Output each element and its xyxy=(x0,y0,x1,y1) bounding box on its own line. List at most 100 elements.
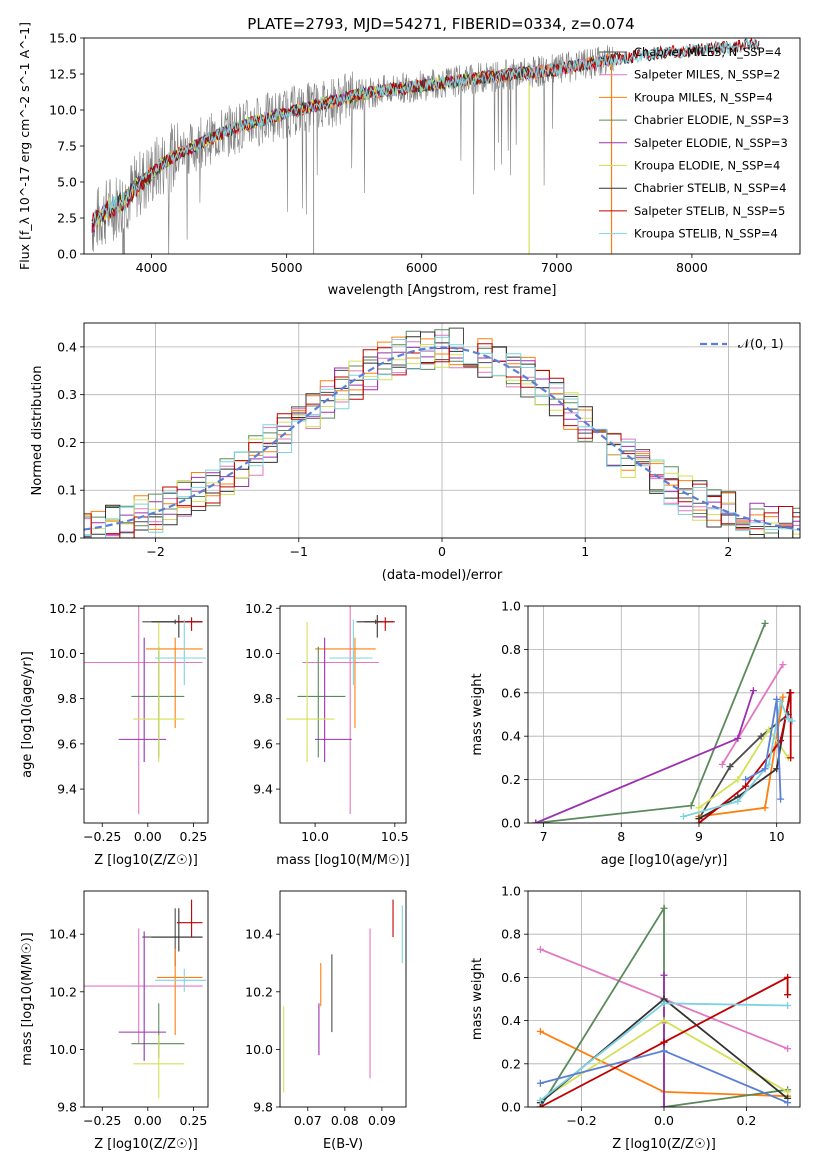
series-point xyxy=(536,1097,544,1105)
y-tick-label: 0.8 xyxy=(501,642,521,657)
series-point xyxy=(660,971,668,979)
series-point xyxy=(660,999,668,1007)
histogram-step xyxy=(84,336,800,538)
errorbar-group xyxy=(283,899,403,1093)
series-line xyxy=(698,713,789,820)
series-point xyxy=(734,797,742,805)
legend-label: Salpeter ELODIE, N_SSP=3 xyxy=(634,136,788,150)
x-axis-label: (data-model)/error xyxy=(382,568,503,583)
y-tick-label: 10.0 xyxy=(49,103,77,118)
x-tick-label: 9 xyxy=(695,829,703,844)
y-tick-label: 0.1 xyxy=(57,483,77,498)
series-point xyxy=(761,804,769,812)
y-tick-label: 0.2 xyxy=(501,1056,521,1071)
x-axis-label: Z [log10(Z/Z☉)] xyxy=(94,1137,198,1152)
y-tick-label: 0.0 xyxy=(57,531,77,546)
series-point xyxy=(784,1099,792,1107)
series-point xyxy=(660,1017,668,1025)
y-tick-label: 9.6 xyxy=(253,736,273,751)
axes-frame xyxy=(83,890,209,1108)
y-tick-label: 10.2 xyxy=(49,601,77,616)
axes-frame xyxy=(279,605,407,824)
histogram-step xyxy=(84,336,800,538)
series-point xyxy=(660,1047,668,1055)
x-axis-label: mass [log10(M/M☉)] xyxy=(276,853,409,868)
series-point xyxy=(695,819,703,823)
legend-label: Salpeter STELIB, N_SSP=5 xyxy=(634,204,785,218)
panel-age-vs-mass: 10.0 10.5 9.4 9.6 9.8 10.0 10.2 mass [log10(M/M… xyxy=(245,601,410,868)
y-tick-label: 0.6 xyxy=(501,685,521,700)
series-point xyxy=(784,1045,792,1053)
y-tick-label: 0.0 xyxy=(501,1100,521,1115)
y-tick-label: 0.4 xyxy=(57,339,77,354)
series-group xyxy=(532,619,796,823)
axes-frame xyxy=(83,37,801,255)
series-point xyxy=(536,1079,544,1087)
series-point xyxy=(787,689,795,697)
series-point xyxy=(742,782,750,790)
y-tick-label: 10.0 xyxy=(49,646,77,661)
y-tick-label: 7.5 xyxy=(57,139,77,154)
normal-distribution-curve xyxy=(84,346,800,531)
y-axis-label: mass weight xyxy=(470,958,485,1040)
series-group xyxy=(536,904,792,1107)
x-tick-label: 1 xyxy=(581,544,589,559)
series-line xyxy=(535,623,766,823)
errorbar-group xyxy=(84,899,207,1099)
x-tick-label: −0.2 xyxy=(566,1113,596,1128)
series-point xyxy=(757,732,765,740)
series-point xyxy=(777,795,785,803)
histogram-step xyxy=(84,343,800,538)
series-point xyxy=(660,904,668,912)
series-point xyxy=(532,819,540,823)
series-line xyxy=(721,664,784,765)
x-tick-label: 6000 xyxy=(406,260,438,275)
series-point xyxy=(679,812,687,820)
errorbar-group xyxy=(286,606,395,814)
series-point xyxy=(734,776,742,784)
x-tick-label: 4000 xyxy=(136,260,168,275)
x-axis-label: wavelength [Angstrom, rest frame] xyxy=(328,283,557,298)
y-tick-label: 15.0 xyxy=(49,31,77,46)
panel-age-vs-Z: −0.25 0.00 0.25 9.4 9.6 9.8 10.0 10.2 Z [log10(Z… xyxy=(20,601,209,868)
y-tick-label: 10.2 xyxy=(245,601,273,616)
series-line xyxy=(698,696,784,818)
x-tick-label: 0.25 xyxy=(179,1113,207,1128)
x-tick-label: 5000 xyxy=(271,260,303,275)
x-tick-label: 0 xyxy=(438,544,446,559)
y-tick-label: 0.2 xyxy=(501,772,521,787)
x-axis-label: E(B-V) xyxy=(323,1137,363,1152)
y-tick-label: 12.5 xyxy=(49,67,77,82)
y-tick-label: 0.2 xyxy=(57,435,77,450)
legend-label: Chabrier STELIB, N_SSP=4 xyxy=(634,181,786,195)
series-point xyxy=(742,776,750,784)
legend-label: Chabrier ELODIE, N_SSP=3 xyxy=(634,113,789,127)
legend-label: 𝒩(0, 1) xyxy=(738,336,784,351)
y-tick-label: 10.4 xyxy=(49,927,77,942)
axes-frame xyxy=(83,605,209,824)
panel-weight-vs-Z: −0.2 0.0 0.2 0.0 0.2 0.4 0.6 0.8 1.0 Z [log10(Z/Z… xyxy=(470,884,801,1152)
y-axis-label: mass [log10(M/M☉)] xyxy=(20,932,35,1065)
axes-frame xyxy=(527,605,801,824)
histogram-step xyxy=(84,344,800,538)
series-point xyxy=(773,695,781,703)
x-tick-label: 8000 xyxy=(676,260,708,275)
axes-frame xyxy=(83,322,801,539)
x-tick-label: 0.25 xyxy=(179,829,207,844)
x-tick-label: 0.09 xyxy=(368,1113,396,1128)
legend-label: Salpeter MILES, N_SSP=2 xyxy=(634,68,780,82)
x-tick-label: 8 xyxy=(617,829,625,844)
axes-frame xyxy=(279,890,407,1108)
y-tick-label: 10.0 xyxy=(49,1042,77,1057)
errorbar-group xyxy=(84,606,207,814)
observed-spectrum-line xyxy=(91,45,614,254)
y-tick-label: 2.5 xyxy=(57,211,77,226)
y-tick-label: 9.6 xyxy=(57,736,77,751)
x-tick-label: 7 xyxy=(540,829,548,844)
x-tick-label: −0.25 xyxy=(83,829,121,844)
x-tick-label: 0.07 xyxy=(294,1113,322,1128)
series-point xyxy=(784,1001,792,1009)
y-axis-label: mass weight xyxy=(470,673,485,755)
x-tick-label: 0.08 xyxy=(331,1113,359,1128)
